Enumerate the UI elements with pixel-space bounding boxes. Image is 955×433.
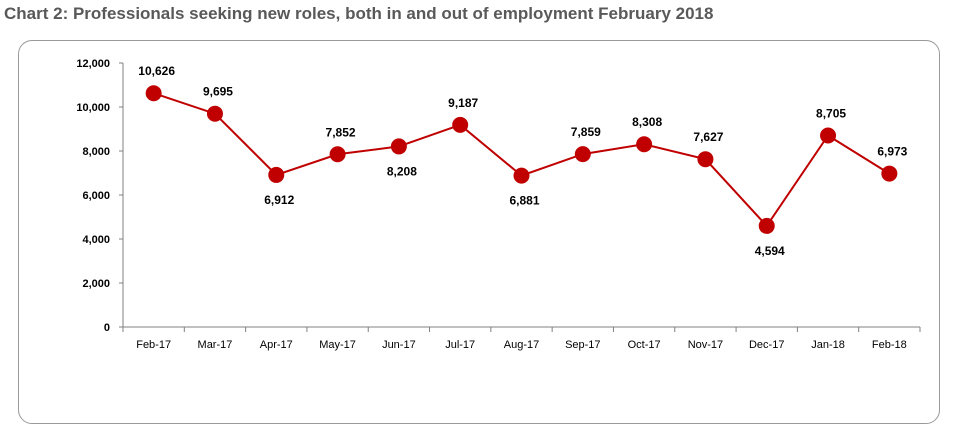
y-tick-label: 12,000 xyxy=(76,58,110,70)
data-point xyxy=(390,138,407,155)
data-point xyxy=(329,146,346,163)
data-label: 10,626 xyxy=(138,64,175,78)
chart-title: Chart 2: Professionals seeking new roles… xyxy=(4,4,714,23)
data-label: 9,187 xyxy=(448,96,478,110)
data-label: 9,695 xyxy=(203,85,233,99)
x-tick-label: Jul-17 xyxy=(445,339,475,351)
x-tick-label: Nov-17 xyxy=(688,339,723,351)
data-point xyxy=(574,146,591,163)
y-tick-label: 2,000 xyxy=(82,278,110,290)
x-tick-label: Apr-17 xyxy=(260,339,293,351)
data-label: 8,705 xyxy=(816,106,846,120)
data-point xyxy=(881,165,898,182)
x-tick-label: May-17 xyxy=(319,339,356,351)
y-tick-label: 4,000 xyxy=(82,234,110,246)
data-label: 4,594 xyxy=(755,244,785,258)
data-label: 7,859 xyxy=(571,125,601,139)
data-point xyxy=(697,151,714,168)
x-tick-label: Jan-18 xyxy=(811,339,845,351)
data-label: 8,308 xyxy=(632,115,662,129)
data-point xyxy=(820,127,837,144)
data-point xyxy=(758,217,775,234)
x-tick-label: Feb-17 xyxy=(136,339,171,351)
data-label: 6,881 xyxy=(509,194,539,208)
x-tick-label: Dec-17 xyxy=(749,339,784,351)
data-point xyxy=(145,85,162,102)
x-tick-label: Jun-17 xyxy=(382,339,416,351)
data-point xyxy=(452,116,469,133)
y-tick-label: 6,000 xyxy=(82,190,110,202)
data-label: 7,852 xyxy=(326,125,356,139)
data-label: 6,973 xyxy=(877,145,907,159)
data-point xyxy=(268,166,285,183)
data-point xyxy=(513,167,530,184)
x-tick-label: Mar-17 xyxy=(198,339,233,351)
data-label: 6,912 xyxy=(264,193,294,207)
y-tick-label: 10,000 xyxy=(76,102,110,114)
y-tick-label: 0 xyxy=(104,322,110,334)
x-tick-label: Sep-17 xyxy=(565,339,600,351)
x-tick-label: Feb-18 xyxy=(872,339,907,351)
chart-frame xyxy=(18,40,940,424)
x-tick-label: Aug-17 xyxy=(504,339,539,351)
data-label: 8,208 xyxy=(387,164,417,178)
data-point xyxy=(636,136,653,153)
x-tick-label: Oct-17 xyxy=(628,339,661,351)
data-point xyxy=(206,105,223,122)
y-tick-label: 8,000 xyxy=(82,146,110,158)
data-label: 7,627 xyxy=(693,130,723,144)
